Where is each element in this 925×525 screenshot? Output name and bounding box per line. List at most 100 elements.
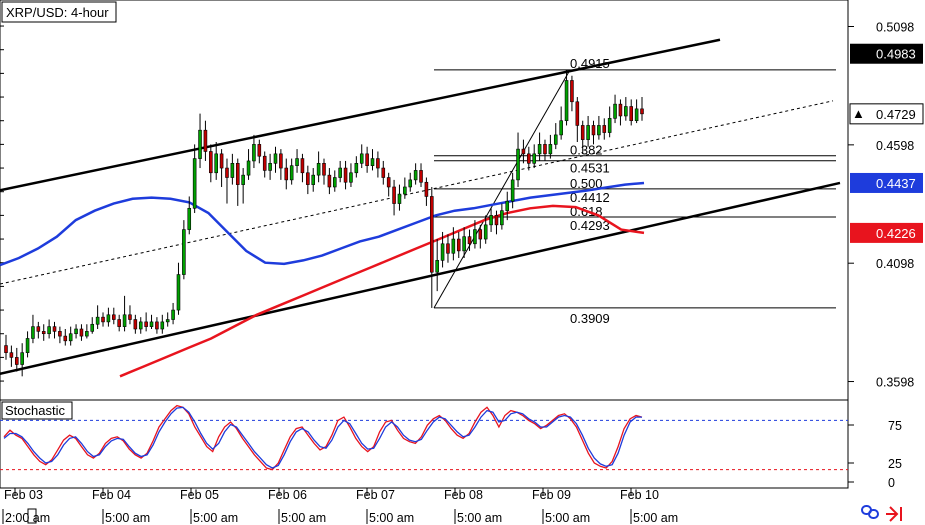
fib-label: 0.4412 (570, 190, 610, 205)
candle-body (117, 319, 121, 327)
candle-body (634, 108, 639, 122)
stochastic-d-line (3, 406, 642, 469)
price-tag-label: 0.4226 (876, 226, 916, 241)
candle-body (322, 163, 326, 176)
candle-body (295, 158, 299, 166)
candle-body (559, 120, 563, 136)
candle-body (386, 177, 391, 188)
candle-body (343, 167, 348, 183)
chart-title: XRP/USD: 4-hour (6, 5, 109, 20)
candle-body (300, 158, 305, 174)
candle-body (273, 153, 278, 164)
candle-body (510, 179, 515, 202)
candle-body (500, 210, 504, 226)
candle-body (494, 215, 499, 226)
price-tags: 0.4983 ▲ 0.4729 0.4437 0.4226 (849, 43, 924, 243)
candle-body (47, 326, 51, 335)
candle-body (408, 179, 413, 188)
price-tag-marker: ▲ (852, 106, 865, 121)
time-tick-label: 5:00 am (457, 511, 502, 525)
stochastic-plot-area[interactable] (0, 399, 849, 489)
candle-body (85, 331, 89, 337)
candle-body (575, 101, 580, 126)
candle-body (521, 148, 526, 155)
candle-body (133, 319, 138, 330)
candle-body (31, 326, 35, 339)
candle-body (349, 172, 353, 183)
candle-body (36, 326, 41, 332)
candle-body (241, 174, 245, 185)
price-tick-label: 0.5098 (876, 21, 914, 35)
candle-body (160, 321, 165, 330)
candle-body (397, 193, 402, 204)
candle-body (155, 321, 159, 330)
price-tag-box (850, 43, 923, 64)
candle-body (338, 167, 342, 178)
date-tick-label: Feb 08 (444, 488, 483, 502)
candle-body (580, 125, 585, 140)
candle-body (586, 125, 590, 140)
candle-body (327, 174, 332, 188)
candle-body (489, 215, 493, 226)
candle-body (354, 163, 359, 174)
price-plot-area[interactable] (0, 0, 849, 401)
candle-body (456, 238, 461, 252)
candle-body (198, 129, 202, 159)
price-tick-label: 0.4098 (876, 257, 914, 271)
candle-body (607, 118, 612, 133)
candle-body (602, 125, 607, 133)
candle-body (624, 106, 628, 117)
candle-body (527, 153, 531, 164)
fib-label: 0.3909 (570, 311, 610, 326)
candle-body (446, 243, 450, 254)
fibonacci-retracement: 0.49150.3820.45310.5000.44120.6180.42930… (433, 56, 836, 326)
fib-label: 0.4531 (570, 161, 610, 176)
candle-body (316, 163, 321, 176)
date-tick-label: Feb 10 (620, 488, 659, 502)
channel-upper-line (0, 38, 721, 192)
time-tick-label: 5:00 am (193, 511, 238, 525)
candle-body (473, 229, 477, 245)
scroll-to-end-icon[interactable] (886, 506, 902, 522)
candle-body (252, 144, 256, 162)
ma-200-line (119, 204, 645, 378)
candle-body (230, 163, 235, 178)
candle-body (365, 153, 369, 166)
candle-body (128, 314, 132, 320)
candle-body (462, 236, 466, 252)
title-box (1, 1, 117, 23)
candle-body (403, 186, 407, 195)
time-tick-label: 5:00 am (633, 511, 678, 525)
candle-body (225, 167, 229, 178)
price-tag-label: 0.4729 (876, 107, 916, 122)
candle-body (311, 174, 316, 185)
candle-body (182, 229, 186, 275)
time-tick-label: 5:00 am (281, 511, 326, 525)
candle-body (564, 80, 569, 122)
price-tick-label: 0.3598 (876, 376, 914, 390)
candle-body (618, 103, 623, 117)
price-axis: 0.5098 0.4598 0.4098 0.3598 (0, 21, 914, 390)
candle-body (68, 333, 73, 342)
candle-body (25, 338, 30, 353)
time-tick-label: 5:00 am (105, 511, 150, 525)
candle-body (597, 125, 601, 136)
price-tag-box (849, 103, 924, 125)
candle-body (279, 153, 283, 169)
fib-label: 0.382 (570, 143, 603, 158)
candle-body (171, 309, 175, 320)
candle-body (138, 321, 143, 330)
date-tick-label: Feb 03 (4, 488, 43, 502)
candle-body (106, 314, 111, 323)
time-cursor-marker (27, 508, 37, 524)
date-tick-label: Feb 06 (268, 488, 307, 502)
channel-lower-line (0, 181, 841, 375)
link-icon[interactable] (861, 505, 879, 519)
candle-body (435, 260, 439, 273)
candle-body (203, 129, 208, 152)
candle-body (532, 153, 536, 164)
candle-body (289, 165, 294, 181)
candle-body (370, 158, 375, 166)
candle-body (52, 326, 57, 332)
